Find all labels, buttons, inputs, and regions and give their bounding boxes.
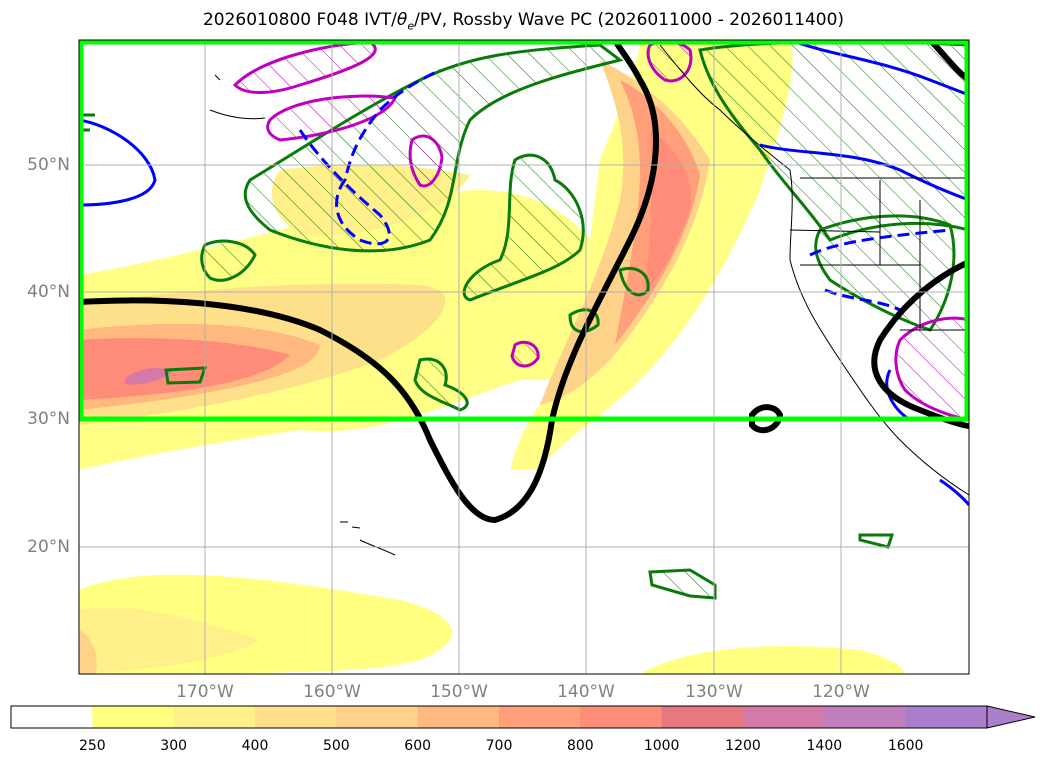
lat-label-20: 20°N (27, 537, 70, 557)
colorbar-tick-label: 1200 (725, 738, 761, 754)
lon-label-120w: 120°W (812, 682, 870, 702)
colorbar-tick-label: 500 (322, 738, 350, 754)
colorbar-swatch (417, 706, 500, 728)
colorbar-tick-label: 800 (566, 738, 594, 754)
colorbar-swatch (661, 706, 744, 728)
colorbar-extend-arrow (986, 705, 1036, 729)
title-tail: /PV, Rossby Wave PC (2026011000 - 202601… (414, 10, 845, 30)
colorbar-swatch (173, 706, 256, 728)
lon-label-160w: 160°W (303, 682, 361, 702)
title-theta: θ (396, 10, 408, 30)
analysis-box (79, 40, 969, 422)
lat-label-30: 30°N (27, 409, 70, 429)
colorbar-tick-label: 1600 (887, 738, 924, 754)
colorbar-tick-label: 250 (78, 738, 106, 754)
colorbar-swatch (255, 706, 337, 728)
colorbar-swatch (11, 706, 93, 728)
colorbar-tick-label: 600 (404, 738, 432, 754)
colorbar-tick-label: 1400 (806, 738, 843, 754)
title-sub: e (407, 19, 415, 33)
lat-label-40: 40°N (27, 282, 70, 302)
chart-title: 2026010800 F048 IVT/θe/PV, Rossby Wave P… (0, 10, 1047, 32)
title-main: 2026010800 F048 IVT/ (202, 10, 397, 30)
colorbar-tick-label: 400 (241, 738, 269, 754)
lon-label-170w: 170°W (176, 682, 234, 702)
colorbar-swatch (824, 706, 907, 728)
lon-label-140w: 140°W (557, 682, 615, 702)
magenta-contours (232, 40, 969, 422)
map-content (79, 40, 969, 674)
lon-label-150w: 150°W (430, 682, 488, 702)
colorbar-swatch (336, 706, 419, 728)
colorbar-swatch (743, 706, 825, 728)
colorbar-swatch (905, 706, 988, 728)
coastlines (209, 44, 969, 556)
colorbar-tick-label: 300 (160, 738, 188, 754)
colorbar-border (10, 705, 987, 729)
lat-label-50: 50°N (27, 155, 70, 175)
colorbar-tick-label: 1000 (643, 738, 680, 754)
colorbar-swatch (499, 706, 581, 728)
lon-label-130w: 130°W (685, 682, 743, 702)
colorbar-tick-label: 700 (485, 738, 513, 754)
colorbar-swatch (92, 706, 175, 728)
colorbar-swatch (580, 706, 663, 728)
colorbar (10, 705, 1036, 729)
map-frame (78, 39, 970, 675)
